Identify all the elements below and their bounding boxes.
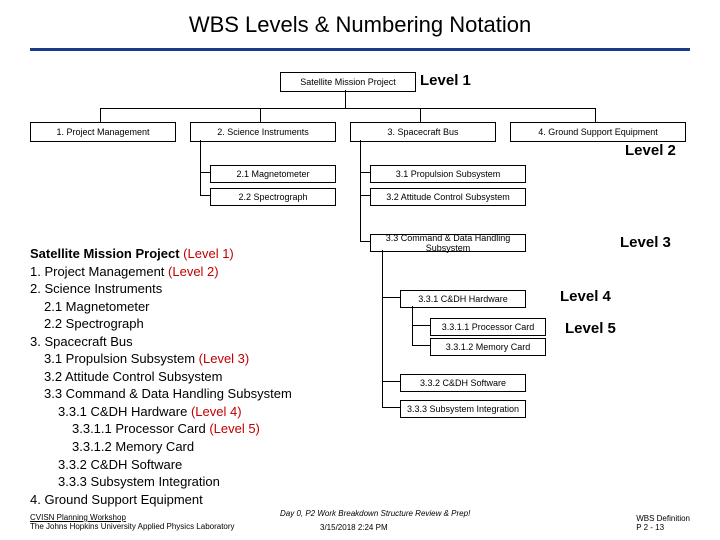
- outline-2-1: 2.1 Magnetometer: [30, 298, 350, 316]
- footer-timestamp: 3/15/2018 2:24 PM: [320, 523, 388, 532]
- outline-3-3-1-2: 3.3.1.2 Memory Card: [30, 438, 350, 456]
- outline-4: 4. Ground Support Equipment: [30, 491, 350, 509]
- box-1: 1. Project Management: [30, 122, 176, 142]
- outline-title-level: (Level 1): [183, 246, 234, 261]
- box-3: 3. Spacecraft Bus: [350, 122, 496, 142]
- outline-3-3-1-1: 3.3.1.1 Processor Card: [72, 421, 206, 436]
- label-level-1: Level 1: [420, 72, 471, 89]
- outline-3-1-level: (Level 3): [199, 351, 250, 366]
- label-level-3: Level 3: [620, 234, 671, 251]
- box-3-3-2: 3.3.2 C&DH Software: [400, 374, 526, 392]
- box-2: 2. Science Instruments: [190, 122, 336, 142]
- box-3-1: 3.1 Propulsion Subsystem: [370, 165, 526, 183]
- footer-right-b: P 2 - 13: [636, 523, 664, 532]
- label-level-4: Level 4: [560, 288, 611, 305]
- outline-3-3-1-1-level: (Level 5): [209, 421, 260, 436]
- title-rule: [30, 48, 690, 51]
- footer-left-2: The Johns Hopkins University Applied Phy…: [30, 522, 235, 532]
- footer-day-prep: Day 0, P2 Work Breakdown Structure Revie…: [280, 509, 470, 518]
- outline-3-3-3: 3.3.3 Subsystem Integration: [30, 473, 350, 491]
- box-root: Satellite Mission Project: [280, 72, 416, 92]
- outline-2-2: 2.2 Spectrograph: [30, 315, 350, 333]
- label-level-2: Level 2: [625, 142, 676, 159]
- outline-3-3-1-level: (Level 4): [191, 404, 242, 419]
- footer-right-a: WBS Definition: [636, 514, 690, 523]
- box-3-3: 3.3 Command & Data Handling Subsystem: [370, 234, 526, 252]
- box-3-3-3: 3.3.3 Subsystem Integration: [400, 400, 526, 418]
- label-level-5: Level 5: [565, 320, 616, 337]
- outline-3-3: 3.3 Command & Data Handling Subsystem: [30, 385, 350, 403]
- outline-3-3-1: 3.3.1 C&DH Hardware: [58, 404, 187, 419]
- box-2-2: 2.2 Spectrograph: [210, 188, 336, 206]
- outline-title: Satellite Mission Project: [30, 246, 180, 261]
- outline-3-2: 3.2 Attitude Control Subsystem: [30, 368, 350, 386]
- box-3-3-1: 3.3.1 C&DH Hardware: [400, 290, 526, 308]
- footer-right: WBS Definition P 2 - 13: [636, 514, 690, 532]
- footer-left-1: CVISN Planning Workshop: [30, 513, 235, 523]
- outline-block: Satellite Mission Project (Level 1) 1. P…: [30, 245, 350, 508]
- box-2-1: 2.1 Magnetometer: [210, 165, 336, 183]
- outline-1-level: (Level 2): [168, 264, 219, 279]
- outline-1: 1. Project Management: [30, 264, 164, 279]
- outline-2: 2. Science Instruments: [30, 280, 350, 298]
- page-title: WBS Levels & Numbering Notation: [0, 12, 720, 38]
- outline-3: 3. Spacecraft Bus: [30, 333, 350, 351]
- outline-3-3-2: 3.3.2 C&DH Software: [30, 456, 350, 474]
- box-3-3-1-1: 3.3.1.1 Processor Card: [430, 318, 546, 336]
- box-4: 4. Ground Support Equipment: [510, 122, 686, 142]
- box-3-2: 3.2 Attitude Control Subsystem: [370, 188, 526, 206]
- outline-3-1: 3.1 Propulsion Subsystem: [44, 351, 195, 366]
- footer-left: CVISN Planning Workshop The Johns Hopkin…: [30, 513, 235, 532]
- box-3-3-1-2: 3.3.1.2 Memory Card: [430, 338, 546, 356]
